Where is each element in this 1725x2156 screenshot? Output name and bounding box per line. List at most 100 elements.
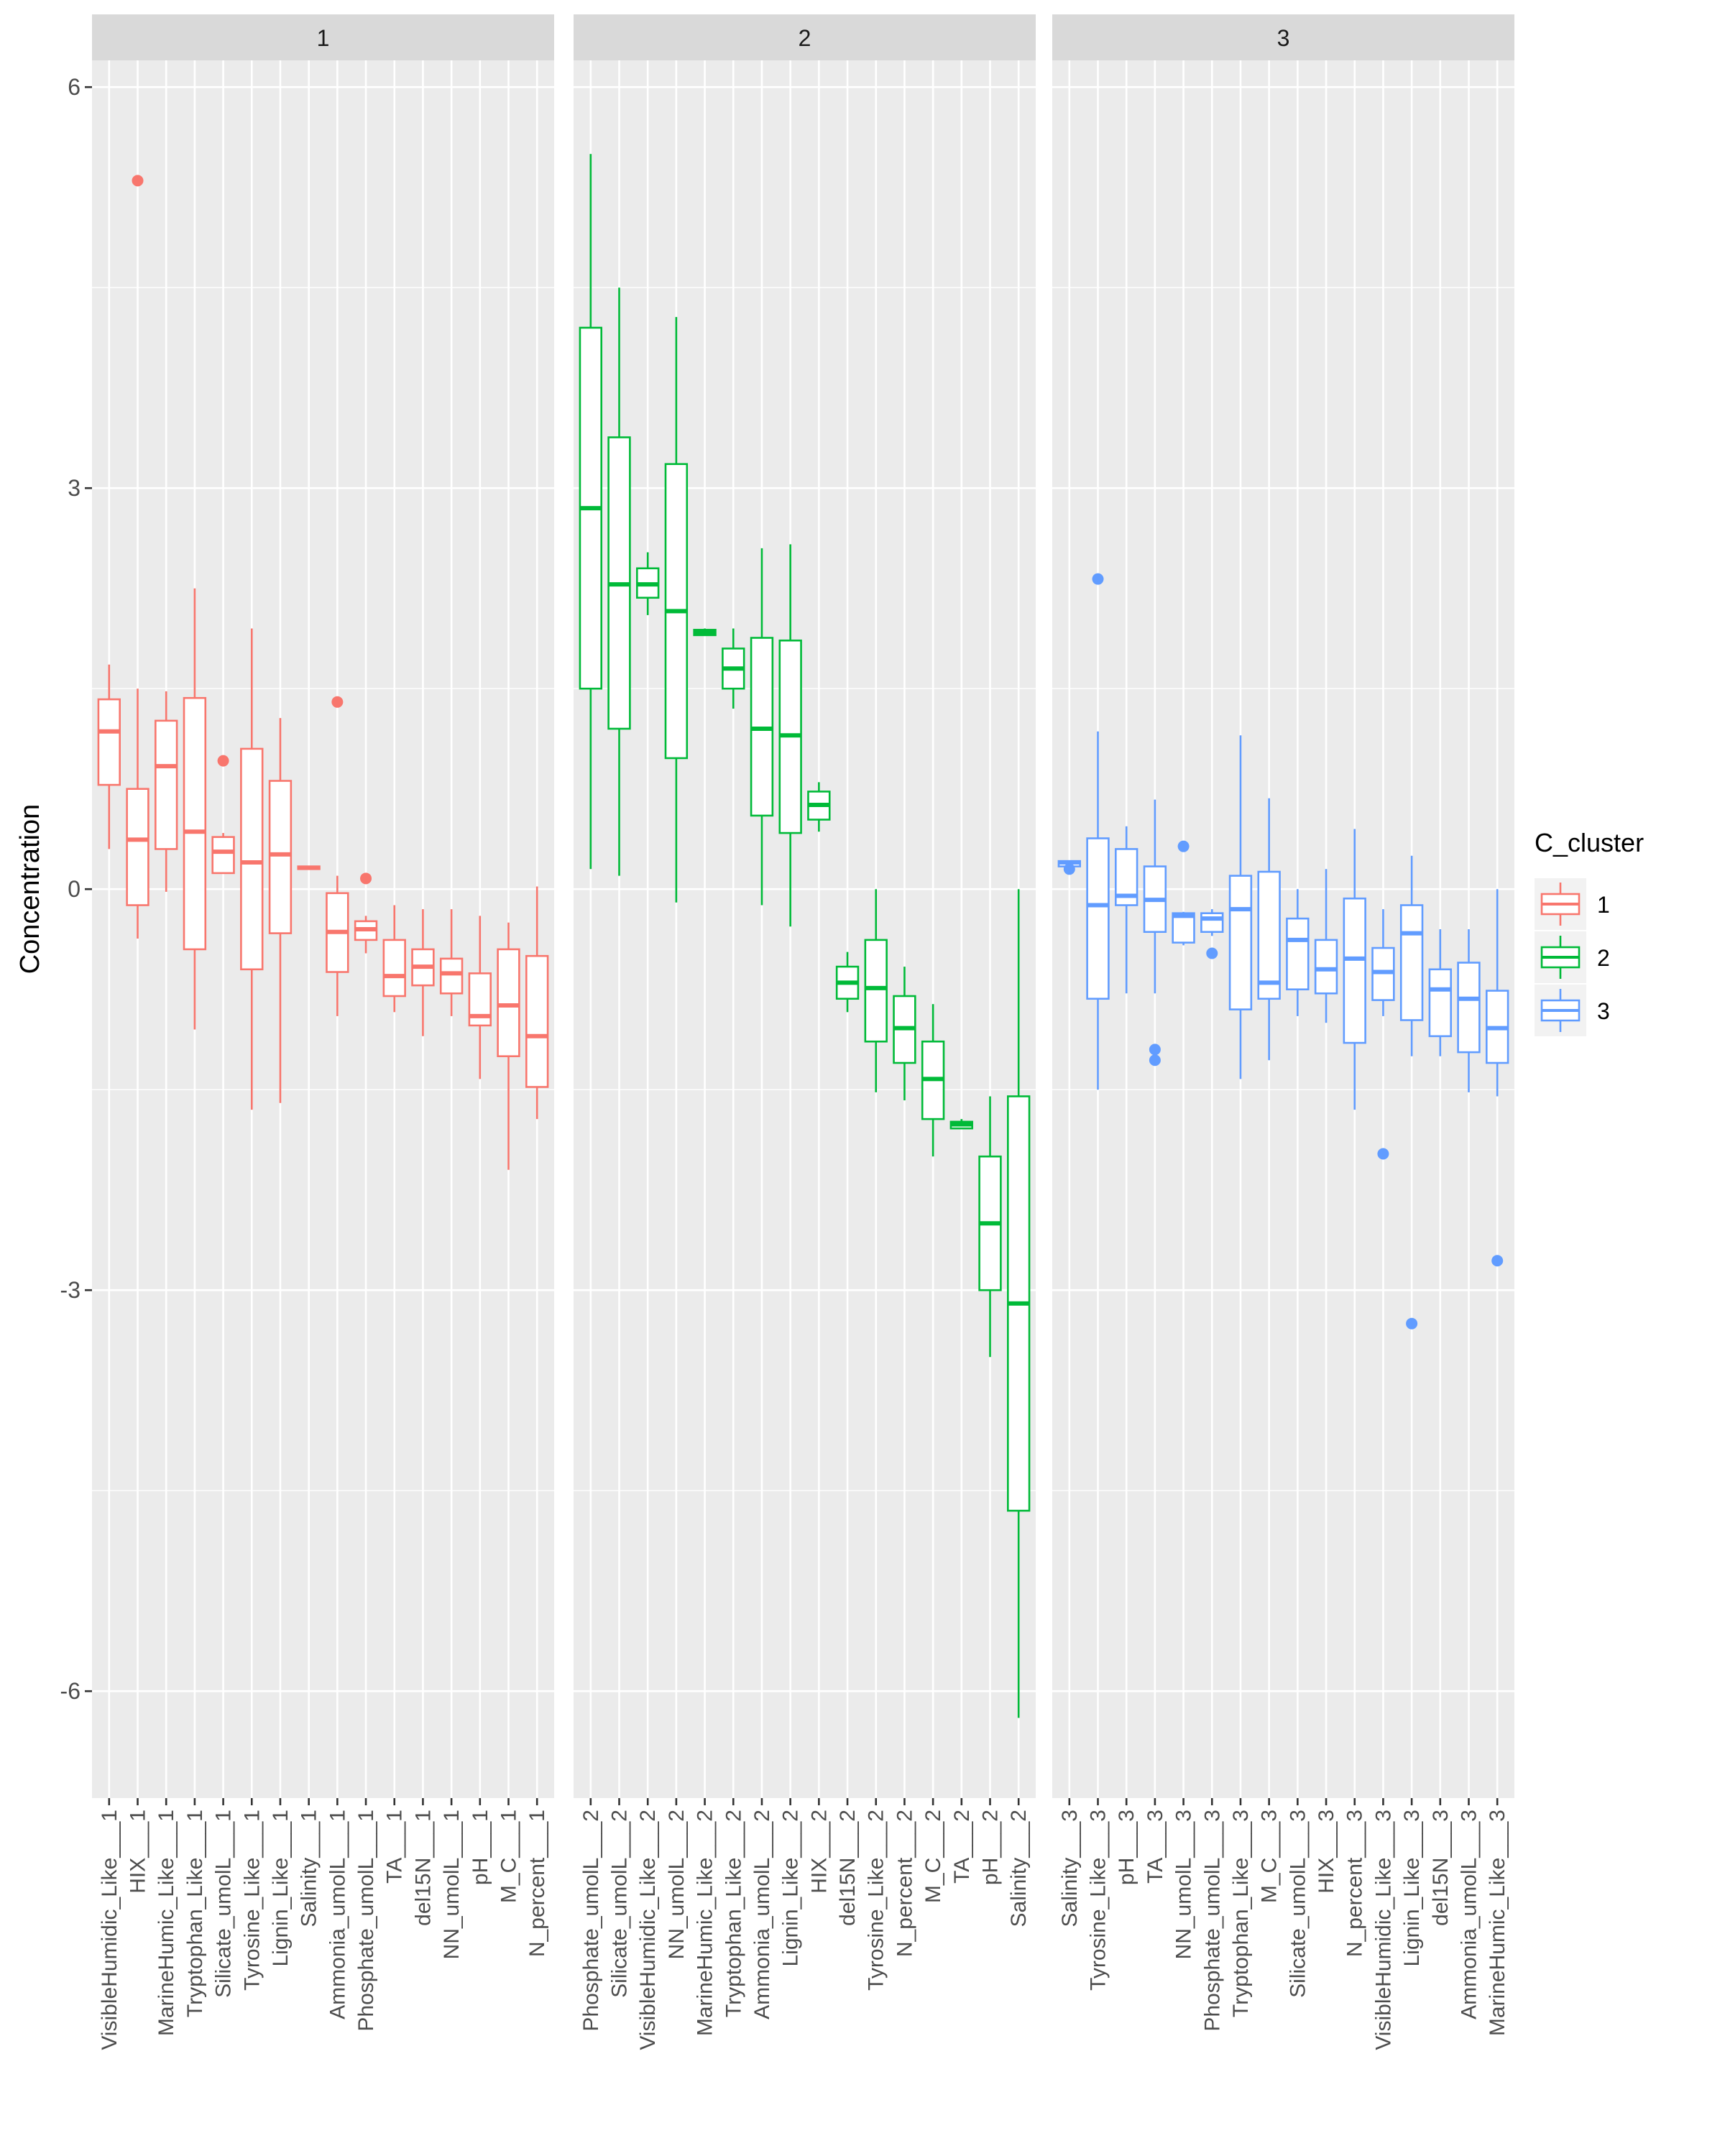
x-tick-label: TA___3 bbox=[1144, 1810, 1167, 1884]
box-body bbox=[1343, 897, 1366, 1044]
legend-key-label: 2 bbox=[1597, 945, 1610, 971]
x-tick-label: M_C___3 bbox=[1258, 1810, 1282, 1903]
box-TA___3: TA___3 bbox=[1143, 799, 1167, 1884]
box-Tryptophan_Like___1: Tryptophan_Like___1 bbox=[183, 588, 207, 2017]
box-VisibleHumidic_Like___2: VisibleHumidic_Like___2 bbox=[636, 552, 660, 2050]
y-axis: 6 3 0 -3 -6 bbox=[60, 74, 92, 1704]
box-Salinity___1: Salinity___1 bbox=[297, 865, 321, 1927]
facet-panel-2: 2 Phosphate_umolL___2 Silicate_umolL___2 Vi… bbox=[574, 14, 1036, 2050]
box-body bbox=[382, 939, 406, 998]
x-tick-label: HIX___3 bbox=[1315, 1810, 1338, 1894]
x-tick-label: Silicate_umolL___3 bbox=[1286, 1810, 1310, 1998]
box-HIX___1: HIX___1 bbox=[126, 175, 150, 1894]
x-tick-label: Tryptophan_Like___1 bbox=[183, 1810, 207, 2017]
x-tick-label: Ammonia_umolL___3 bbox=[1457, 1810, 1481, 2019]
outlier-point bbox=[1206, 947, 1218, 959]
box-pH___3: pH___3 bbox=[1115, 826, 1138, 1885]
box-VisibleHumidic_Like___1: VisibleHumidic_Like___1 bbox=[97, 664, 121, 2050]
box-Salinity___3: Salinity___3 bbox=[1057, 860, 1082, 1927]
box-Lignin_Like___2: Lignin_Like___2 bbox=[778, 544, 803, 1967]
box-body bbox=[1457, 962, 1481, 1054]
x-tick-label: HIX___1 bbox=[126, 1810, 150, 1894]
box-del15N___3: del15N___3 bbox=[1428, 929, 1453, 1926]
box-Phosphate_umolL___2: Phosphate_umolL___2 bbox=[579, 154, 603, 2032]
x-tick-label: NN_umolL___1 bbox=[440, 1810, 464, 1959]
box-pH___1: pH___1 bbox=[468, 916, 492, 1885]
x-tick-label: Tyrosine_Like___1 bbox=[240, 1810, 264, 1991]
box-HIX___3: HIX___3 bbox=[1314, 869, 1338, 1894]
x-tick-label: Lignin_Like___1 bbox=[269, 1810, 293, 1967]
facet-panel-1: 1 VisibleHumidic_Like___1 HIX___1 MarineHum… bbox=[92, 14, 554, 2050]
box-NN_umolL___3: NN_umolL___3 bbox=[1172, 840, 1196, 1959]
box-body bbox=[1399, 904, 1424, 1021]
facet-strip-label: 3 bbox=[1277, 25, 1290, 51]
box-NN_umolL___1: NN_umolL___1 bbox=[439, 909, 464, 1959]
outlier-point bbox=[1092, 573, 1104, 585]
x-tick-label: Ammonia_umolL___2 bbox=[750, 1810, 774, 2019]
x-tick-label: Tryptophan_Like___3 bbox=[1229, 1810, 1253, 2017]
legend-key-3: 3 bbox=[1535, 985, 1610, 1036]
box-TA___1: TA___1 bbox=[382, 905, 407, 1884]
x-tick-label: Phosphate_umolL___1 bbox=[354, 1810, 378, 2032]
box-HIX___2: HIX___2 bbox=[807, 782, 831, 1894]
x-tick-label: M_C___2 bbox=[921, 1810, 945, 1903]
box-Tryptophan_Like___2: Tryptophan_Like___2 bbox=[722, 628, 745, 2017]
legend-keys: 1 2 3 bbox=[1535, 878, 1610, 1036]
box-Silicate_umolL___2: Silicate_umolL___2 bbox=[607, 287, 632, 1998]
box-Ammonia_umolL___2: Ammonia_umolL___2 bbox=[750, 548, 774, 2019]
x-tick-label: NN_umolL___3 bbox=[1172, 1810, 1196, 1959]
box-MarineHumic_Like___3: MarineHumic_Like___3 bbox=[1486, 889, 1509, 2036]
box-N_percent___3: N_percent___3 bbox=[1343, 829, 1367, 1957]
x-tick-label: del15N___3 bbox=[1429, 1810, 1453, 1926]
panel-background bbox=[574, 60, 1036, 1798]
box-body bbox=[1286, 917, 1310, 990]
box-Lignin_Like___3: Lignin_Like___3 bbox=[1399, 855, 1424, 1967]
x-tick-label: del15N___2 bbox=[836, 1810, 860, 1926]
x-tick-label: NN_umolL___2 bbox=[665, 1810, 689, 1959]
outlier-point bbox=[1063, 863, 1075, 875]
box-Phosphate_umolL___1: Phosphate_umolL___1 bbox=[354, 872, 378, 2032]
x-tick-label: N_percent___3 bbox=[1343, 1810, 1367, 1957]
box-body bbox=[240, 747, 264, 971]
box-M_C___2: M_C___2 bbox=[921, 1004, 945, 1903]
outlier-point bbox=[1491, 1255, 1504, 1267]
box-Lignin_Like___1: Lignin_Like___1 bbox=[268, 718, 293, 1967]
x-tick-label: VisibleHumidic_Like___1 bbox=[98, 1810, 121, 2050]
outlier-point bbox=[331, 696, 344, 708]
x-tick-label: Ammonia_umolL___1 bbox=[326, 1810, 349, 2019]
x-tick-label: Tryptophan_Like___2 bbox=[722, 1810, 745, 2017]
box-body bbox=[1257, 870, 1281, 1000]
outlier-point bbox=[1177, 840, 1190, 852]
x-tick-label: M_C___1 bbox=[497, 1810, 520, 1903]
box-body bbox=[211, 836, 235, 875]
box-body bbox=[525, 954, 549, 1088]
x-tick-label: MarineHumic_Like___3 bbox=[1486, 1810, 1509, 2036]
box-Phosphate_umolL___3: Phosphate_umolL___3 bbox=[1200, 909, 1224, 2032]
box-N_percent___2: N_percent___2 bbox=[893, 967, 916, 1957]
box-N_percent___1: N_percent___1 bbox=[525, 886, 549, 1957]
x-tick-label: MarineHumic_Like___2 bbox=[694, 1810, 717, 2036]
box-Ammonia_umolL___1: Ammonia_umolL___1 bbox=[326, 696, 349, 2019]
legend-key-2: 2 bbox=[1535, 931, 1610, 983]
x-tick-label: pH___1 bbox=[469, 1810, 492, 1885]
box-body bbox=[268, 780, 293, 934]
box-pH___2: pH___2 bbox=[978, 1096, 1002, 1885]
facet-strip-label: 2 bbox=[799, 25, 811, 51]
box-Tryptophan_Like___3: Tryptophan_Like___3 bbox=[1228, 735, 1253, 2017]
box-body bbox=[439, 957, 464, 995]
y-tick-label: -6 bbox=[60, 1678, 80, 1704]
box-MarineHumic_Like___2: MarineHumic_Like___2 bbox=[693, 628, 717, 2036]
legend-key-label: 3 bbox=[1597, 998, 1610, 1024]
y-tick-label: 6 bbox=[68, 74, 80, 100]
box-body bbox=[1314, 939, 1338, 995]
legend-key-label: 1 bbox=[1597, 892, 1610, 918]
panel-background bbox=[92, 60, 554, 1798]
box-Tyrosine_Like___3: Tyrosine_Like___3 bbox=[1086, 573, 1110, 1991]
x-tick-label: VisibleHumidic_Like___2 bbox=[636, 1810, 660, 2050]
facet-strip bbox=[574, 14, 1036, 60]
x-tick-label: pH___2 bbox=[978, 1810, 1002, 1885]
box-Salinity___2: Salinity___2 bbox=[1007, 889, 1031, 1927]
box-body bbox=[1428, 968, 1452, 1038]
outlier-point bbox=[1149, 1054, 1161, 1067]
